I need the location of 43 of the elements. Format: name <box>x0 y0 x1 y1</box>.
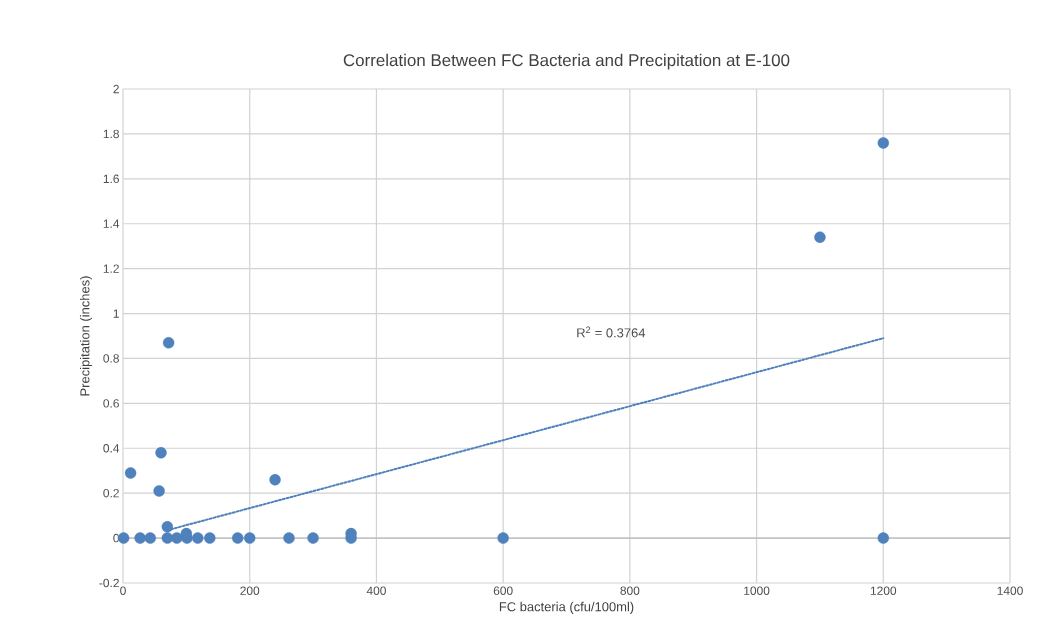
point <box>171 532 183 544</box>
point <box>153 485 165 497</box>
y-tick-label: 1.4 <box>103 219 120 228</box>
y-tick-label: 1 <box>113 309 119 318</box>
x-tick-label: 400 <box>366 586 386 595</box>
y-tick-label: 2 <box>113 84 119 94</box>
x-tick-label: 200 <box>240 586 260 595</box>
x-tick-label: 1200 <box>870 586 897 595</box>
x-tick-label: 800 <box>620 586 640 595</box>
point <box>161 521 174 533</box>
x-tick-label: 600 <box>493 586 513 595</box>
point <box>497 532 509 544</box>
y-axis-title: Precipitation (inches) <box>79 276 93 396</box>
point <box>155 447 167 459</box>
point <box>283 532 295 544</box>
point <box>307 532 319 544</box>
point <box>162 337 175 349</box>
point <box>204 532 216 544</box>
x-tick-label: 0 <box>120 586 126 595</box>
y-tick-label: 0.4 <box>103 444 120 453</box>
point <box>124 467 137 479</box>
point <box>144 532 156 544</box>
x-tick-label: 1400 <box>997 586 1023 595</box>
point <box>814 231 826 243</box>
y-tick-label: 0.6 <box>103 399 119 408</box>
y-tick-label: 1.8 <box>103 129 119 139</box>
point <box>244 532 256 544</box>
y-tick-label: 1.6 <box>103 174 119 184</box>
y-tick-label: 0.8 <box>103 354 119 363</box>
y-tick-label: 0.2 <box>103 488 119 498</box>
point <box>877 532 889 544</box>
point <box>134 532 146 544</box>
y-tick-label: 1.2 <box>103 264 119 273</box>
x-axis-title: FC bacteria (cfu/100ml) <box>499 601 634 614</box>
point <box>877 137 889 149</box>
point <box>231 532 244 544</box>
point <box>269 474 281 486</box>
chart-title: Correlation Between FC Bacteria and Precipitation at E-100 <box>343 53 790 70</box>
y-tick-label: -0.2 <box>99 578 119 588</box>
annotation: R$^{2}$ = 0.3764 <box>577 326 646 338</box>
point <box>192 532 204 544</box>
x-tick-label: 1000 <box>744 586 770 595</box>
y-tick-label: 0 <box>113 533 120 543</box>
